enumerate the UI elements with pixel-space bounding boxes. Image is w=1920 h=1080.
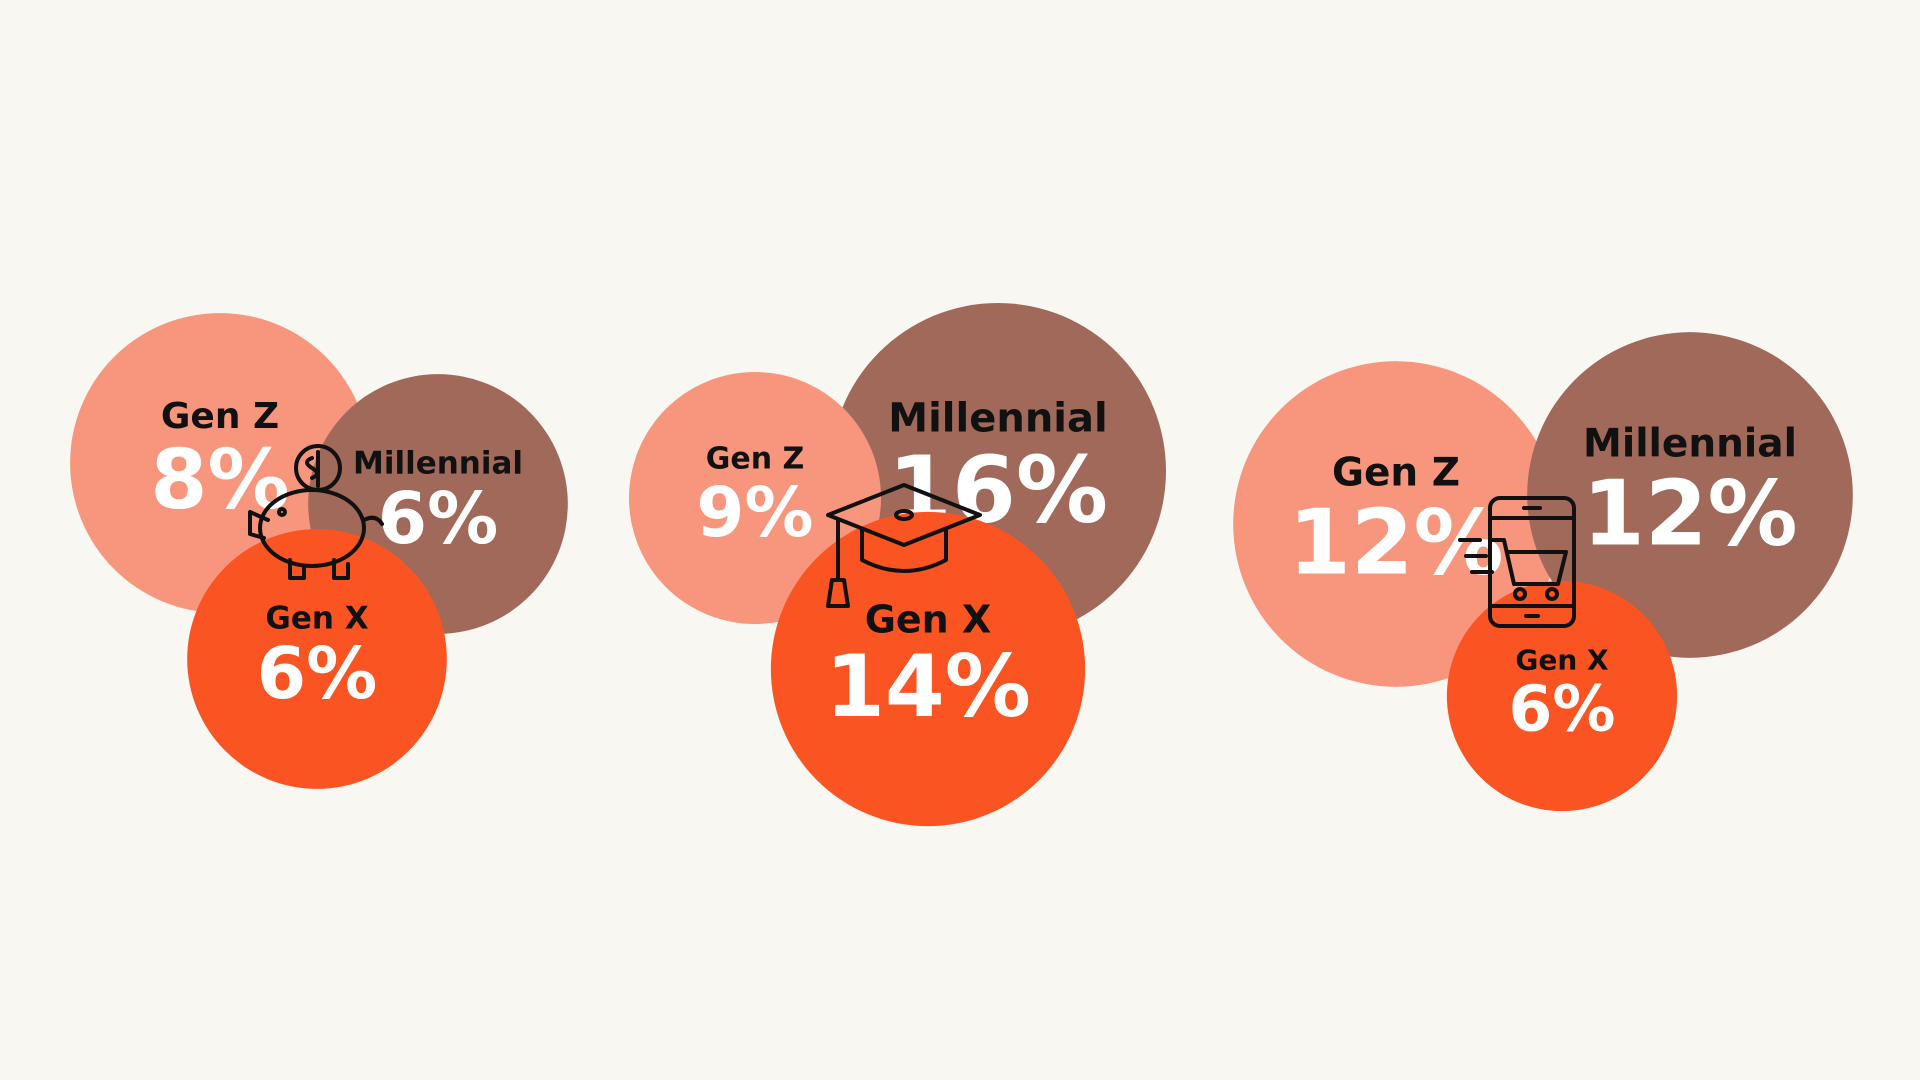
bubble-value-label: 6%	[378, 477, 499, 560]
bubble-category-label: Millennial	[888, 396, 1107, 442]
bubble-category-label: Millennial	[1583, 422, 1797, 467]
phone-cart-icon	[1458, 496, 1576, 628]
bubble-category-label: Millennial	[353, 446, 523, 482]
bubble	[1527, 332, 1853, 658]
bubble	[770, 511, 1086, 827]
bubble-value-label: 12%	[1288, 490, 1503, 595]
icons	[248, 444, 1576, 628]
bubble-value-label: 14%	[825, 637, 1031, 737]
bubble	[1233, 361, 1559, 687]
bubble-category-label: Gen X	[865, 597, 992, 641]
graduation-cap-icon	[826, 483, 982, 608]
bubble-group: Gen X6%	[187, 529, 447, 789]
bubble-group: Gen Z12%	[1233, 361, 1559, 687]
bubble-value-label: 12%	[1582, 461, 1797, 566]
bubble-category-label: Gen Z	[1332, 451, 1460, 496]
bubble-category-label: Gen Z	[161, 396, 279, 437]
bubble-value-label: 6%	[1509, 672, 1616, 745]
bubble-category-label: Gen X	[265, 601, 368, 637]
bubble-category-label: Gen X	[1515, 643, 1609, 676]
bubble-value-label: 6%	[257, 632, 378, 715]
bubble-value-label: 9%	[696, 473, 813, 553]
bubble-group: Gen X14%	[770, 511, 1086, 827]
bubble	[1446, 580, 1678, 812]
bubble-category-label: Gen Z	[706, 442, 805, 477]
bubble-value-label: 8%	[150, 433, 289, 528]
piggy-bank-icon	[248, 444, 384, 580]
bubble	[187, 529, 447, 789]
bubble-group: Gen X6%	[1446, 580, 1678, 812]
